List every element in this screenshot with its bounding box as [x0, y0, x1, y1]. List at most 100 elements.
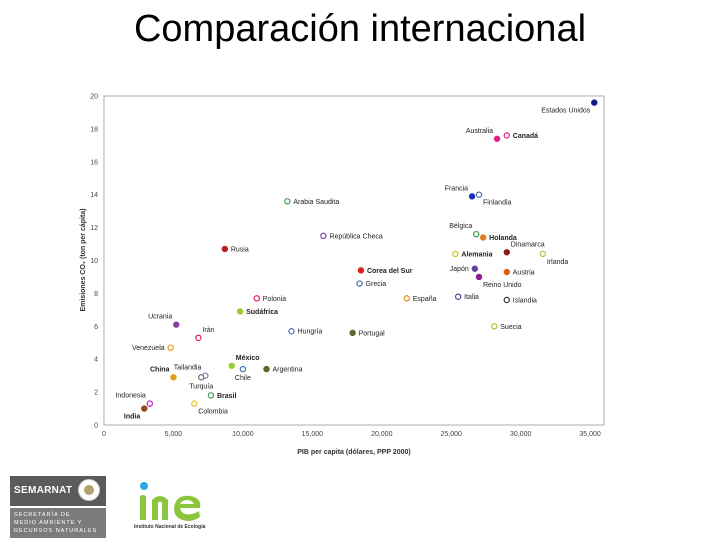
label-canada: Canadá [513, 133, 538, 140]
point-brasil [207, 392, 215, 399]
point-japon [471, 265, 479, 272]
ine-logo: Instituto Nacional de Ecología [132, 478, 222, 536]
x-tick-label: 30,000 [510, 431, 532, 438]
label-india: India [124, 414, 140, 421]
label-francia: Francia [445, 185, 468, 192]
label-alemania: Alemania [461, 251, 492, 258]
point-rusia [221, 245, 229, 253]
point-italia [454, 293, 462, 300]
x-tick-label: 15,000 [302, 431, 324, 438]
point-turquia [198, 374, 205, 381]
point-hungria [288, 328, 295, 335]
label-iran: Irán [202, 327, 214, 334]
y-tick-label: 14 [90, 192, 98, 199]
point-finlandia [475, 191, 483, 198]
ine-caption: Instituto Nacional de Ecología [134, 524, 206, 530]
label-japon: Japón [450, 266, 469, 273]
ine-n-stroke [152, 496, 168, 520]
x-tick-label: 10,000 [232, 431, 254, 438]
label-australia: Australia [466, 128, 493, 135]
label-italia: Italia [464, 294, 479, 301]
label-corea-del-sur: Corea del Sur [367, 268, 413, 275]
y-axis-label: Emisiones CO₂ (ton per cápita) [80, 208, 87, 311]
label-dinamarca: Dinamarca [511, 241, 545, 248]
y-tick-label: 6 [94, 324, 98, 331]
point-india [141, 405, 148, 412]
label-ucrania: Ucrania [148, 314, 172, 321]
point-chile [239, 365, 247, 373]
point-espana [403, 295, 410, 302]
label-espana: España [413, 296, 437, 303]
ine-drop-icon [140, 482, 148, 490]
semarnat-name: SEMARNAT [14, 485, 73, 496]
x-tick-label: 5,000 [165, 431, 183, 438]
point-mexico [228, 362, 235, 369]
point-argentina [263, 365, 270, 373]
point-holanda [479, 234, 487, 241]
point-portugal [349, 329, 356, 337]
label-suecia: Suecia [500, 324, 522, 331]
scatter-chart: 0 2 4 6 8 10 12 14 16 18 20 0 5,000 10,000 15,000 20,00… [80, 94, 605, 456]
point-indonesia [146, 400, 154, 407]
x-tick-label: 25,000 [441, 431, 463, 438]
ine-i-stroke [140, 495, 146, 520]
point-austria [503, 268, 510, 276]
plot-frame [103, 95, 605, 426]
point-arabia-saudita [284, 198, 291, 205]
x-tick-label: 20,000 [371, 431, 393, 438]
label-turquia: Turquía [189, 383, 213, 390]
secretaria-line-1: SECRETARÍA DE [14, 512, 71, 518]
semarnat-banner: SEMARNAT [10, 476, 106, 506]
point-grecia [356, 280, 363, 287]
axes [103, 95, 605, 426]
label-polonia: Polonia [263, 296, 286, 303]
label-arabia-saudita: Arabia Saudita [293, 199, 339, 206]
y-tick-label: 10 [90, 258, 98, 265]
point-estados-unidos [591, 99, 598, 106]
y-tick-label: 0 [94, 423, 98, 430]
label-china: China [150, 366, 170, 373]
secretaria-line-2: MEDIO AMBIENTE Y [14, 520, 83, 526]
point-francia [468, 193, 476, 200]
y-tick-label: 20 [90, 94, 98, 101]
label-austria: Austria [513, 270, 535, 277]
point-corea-del-sur [357, 267, 365, 274]
label-sudafrica: Sudáfrica [246, 309, 278, 316]
y-tick-label: 4 [94, 357, 98, 364]
label-holanda: Holanda [489, 235, 517, 242]
ine-mark-icon [140, 482, 201, 521]
point-polonia [253, 295, 260, 302]
label-argentina: Argentina [273, 367, 303, 374]
point-suecia [491, 323, 498, 330]
y-tick-label: 18 [90, 126, 98, 133]
point-iran [195, 334, 202, 342]
point-australia [493, 135, 501, 142]
mexico-seal-icon [78, 479, 100, 501]
y-tick-label: 12 [90, 225, 98, 232]
point-canada [503, 132, 510, 139]
label-colombia: Colombia [198, 409, 228, 416]
x-axis-label: PIB per capita (dólares, PPP 2000) [297, 449, 410, 456]
label-brasil: Brasil [217, 393, 237, 400]
secretaria-line-3: RECURSOS NATURALES [14, 528, 98, 534]
label-reino-unido: Reino Unido [483, 282, 522, 289]
point-dinamarca [503, 249, 510, 256]
tick-labels: 0 2 4 6 8 10 12 14 16 18 20 0 5,000 10,000 15,000 20,00… [90, 94, 601, 439]
point-labels: Estados Unidos Australia Canadá Francia Finl… [115, 108, 590, 421]
point-colombia [191, 400, 198, 407]
point-republica-checa [320, 232, 327, 240]
secretaria-block: SECRETARÍA DE MEDIO AMBIENTE Y RECURSOS … [10, 508, 106, 538]
point-ucrania [173, 321, 180, 328]
label-belgica: Bélgica [449, 223, 472, 230]
y-tick-label: 8 [94, 291, 98, 298]
label-estados-unidos: Estados Unidos [541, 108, 591, 115]
data-points [141, 99, 598, 412]
label-hungria: Hungría [298, 329, 323, 336]
label-islandia: Islandia [513, 297, 537, 304]
label-chile: Chile [235, 375, 251, 382]
x-tick-label: 0 [102, 431, 106, 438]
label-irlanda: Irlanda [547, 259, 569, 266]
y-tick-label: 16 [90, 159, 98, 166]
label-finlandia: Finlandia [483, 200, 512, 207]
slide-title: Comparación internacional [133, 8, 587, 50]
